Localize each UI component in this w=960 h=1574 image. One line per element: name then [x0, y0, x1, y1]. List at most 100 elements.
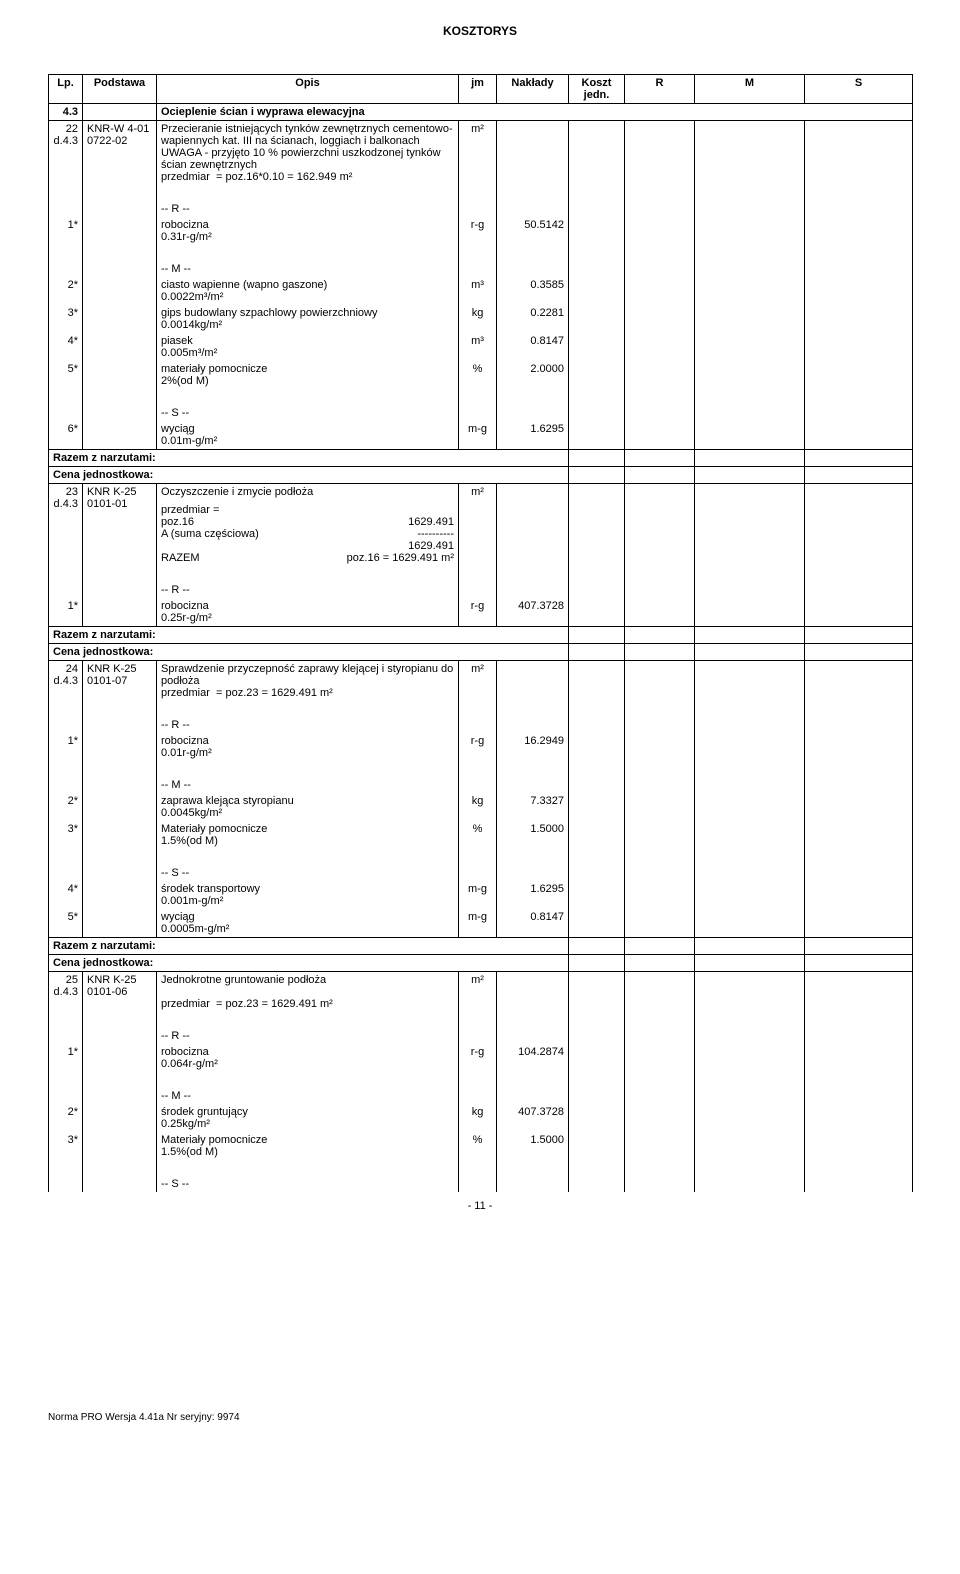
line-naklady: 104.2874 — [497, 1044, 569, 1072]
item-opis: Oczyszczenie i zmycie podłożaprzedmiar =… — [157, 484, 459, 567]
line-jm: % — [459, 361, 497, 389]
group-label-row: -- M -- — [49, 1088, 913, 1104]
page-number: - 11 - — [48, 1200, 912, 1212]
item-podstawa: KNR K-25 0101-07 — [83, 661, 157, 702]
group-label-row: -- R -- — [49, 1028, 913, 1044]
razem-row: Razem z narzutami: — [49, 450, 913, 467]
group-label-row: -- S -- — [49, 1176, 913, 1192]
group-label: -- S -- — [157, 1176, 459, 1192]
data-line-row: 2* ciasto wapienne (wapno gaszone)0.0022m… — [49, 277, 913, 305]
item-lp: 23d.4.3 — [49, 484, 83, 567]
item-lp: 25d.4.3 — [49, 972, 83, 1013]
line-opis: robocizna0.01r-g/m² — [157, 733, 459, 761]
data-line-row: 1*robocizna0.25r-g/m²r-g407.3728 — [49, 598, 913, 627]
item-lp: 22d.4.3 — [49, 121, 83, 186]
line-opis: piasek0.005m³/m² — [157, 333, 459, 361]
cena-label: Cena jednostkowa: — [49, 644, 569, 661]
group-label: -- R -- — [157, 201, 459, 217]
col-naklady: Nakłady — [497, 75, 569, 104]
line-naklady: 1.5000 — [497, 821, 569, 849]
cena-row: Cena jednostkowa: — [49, 644, 913, 661]
group-label-row: -- S -- — [49, 865, 913, 881]
table-header-row: Lp. Podstawa Opis jm Nakłady Koszt jedn.… — [49, 75, 913, 104]
blank-row — [49, 1012, 913, 1028]
line-lp: 5* — [49, 909, 83, 938]
line-lp: 4* — [49, 881, 83, 909]
blank-row — [49, 761, 913, 777]
blank-row — [49, 245, 913, 261]
line-opis: robocizna0.25r-g/m² — [157, 598, 459, 627]
line-lp: 2* — [49, 1104, 83, 1132]
line-jm: m-g — [459, 421, 497, 450]
line-opis: ciasto wapienne (wapno gaszone)0.0022m³/… — [157, 277, 459, 305]
blank-row — [49, 1160, 913, 1176]
line-lp: 1* — [49, 598, 83, 627]
razem-row: Razem z narzutami: — [49, 938, 913, 955]
line-naklady: 2.0000 — [497, 361, 569, 389]
line-opis: wyciąg0.01m-g/m² — [157, 421, 459, 450]
item-podstawa: KNR K-25 0101-01 — [83, 484, 157, 567]
line-jm: r-g — [459, 733, 497, 761]
section-title: Ocieplenie ścian i wyprawa elewacyjna — [157, 104, 913, 121]
line-naklady: 407.3728 — [497, 1104, 569, 1132]
line-lp: 2* — [49, 277, 83, 305]
blank-row — [49, 849, 913, 865]
line-jm: r-g — [459, 598, 497, 627]
line-lp: 3* — [49, 821, 83, 849]
group-label: -- S -- — [157, 405, 459, 421]
line-jm: m³ — [459, 277, 497, 305]
line-naklady: 7.3327 — [497, 793, 569, 821]
line-opis: robocizna0.31r-g/m² — [157, 217, 459, 245]
col-m: M — [695, 75, 805, 104]
item-opis: Sprawdzenie przyczepność zaprawy klejące… — [157, 661, 459, 702]
line-naklady: 50.5142 — [497, 217, 569, 245]
line-jm: r-g — [459, 1044, 497, 1072]
line-opis: środek transportowy0.001m-g/m² — [157, 881, 459, 909]
line-lp: 6* — [49, 421, 83, 450]
line-opis: robocizna0.064r-g/m² — [157, 1044, 459, 1072]
line-lp: 3* — [49, 1132, 83, 1160]
line-jm: m-g — [459, 909, 497, 938]
line-jm: r-g — [459, 217, 497, 245]
section-row: 4.3Ocieplenie ścian i wyprawa elewacyjna — [49, 104, 913, 121]
item-opis: Jednokrotne gruntowanie podłożaprzedmiar… — [157, 972, 459, 1013]
table-body: 4.3Ocieplenie ścian i wyprawa elewacyjna… — [49, 104, 913, 1193]
data-line-row: 5*materiały pomocnicze2%(od M)%2.0000 — [49, 361, 913, 389]
razem-label: Razem z narzutami: — [49, 450, 569, 467]
line-naklady: 0.2281 — [497, 305, 569, 333]
data-line-row: 6* wyciąg0.01m-g/m²m-g1.6295 — [49, 421, 913, 450]
data-line-row: 2*zaprawa klejąca styropianu0.0045kg/m²k… — [49, 793, 913, 821]
cena-label: Cena jednostkowa: — [49, 955, 569, 972]
line-opis: środek gruntujący0.25kg/m² — [157, 1104, 459, 1132]
item-jm: m² — [459, 484, 497, 567]
col-s: S — [805, 75, 913, 104]
blank-row — [49, 1072, 913, 1088]
col-jm: jm — [459, 75, 497, 104]
col-opis: Opis — [157, 75, 459, 104]
razem-row: Razem z narzutami: — [49, 627, 913, 644]
line-opis: Materiały pomocnicze1.5%(od M) — [157, 821, 459, 849]
col-podstawa: Podstawa — [83, 75, 157, 104]
line-lp: 1* — [49, 733, 83, 761]
item-jm: m² — [459, 972, 497, 1013]
item-podstawa: KNR-W 4-01 0722-02 — [83, 121, 157, 186]
blank-row — [49, 389, 913, 405]
data-line-row: 2* środek gruntujący0.25kg/m²kg407.3728 — [49, 1104, 913, 1132]
line-naklady: 1.6295 — [497, 421, 569, 450]
data-line-row: 4*piasek0.005m³/m²m³0.8147 — [49, 333, 913, 361]
group-label: -- R -- — [157, 717, 459, 733]
data-line-row: 1* robocizna0.064r-g/m²r-g104.2874 — [49, 1044, 913, 1072]
data-line-row: 1* robocizna0.31r-g/m²r-g50.5142 — [49, 217, 913, 245]
line-lp: 1* — [49, 1044, 83, 1072]
line-naklady: 1.6295 — [497, 881, 569, 909]
item-podstawa: KNR K-25 0101-06 — [83, 972, 157, 1013]
blank-row — [49, 701, 913, 717]
blank-row — [49, 566, 913, 582]
item-head-row: 24d.4.3KNR K-25 0101-07Sprawdzenie przyc… — [49, 661, 913, 702]
razem-label: Razem z narzutami: — [49, 938, 569, 955]
line-jm: kg — [459, 1104, 497, 1132]
cena-row: Cena jednostkowa: — [49, 955, 913, 972]
line-lp: 1* — [49, 217, 83, 245]
line-jm: % — [459, 821, 497, 849]
group-label: -- M -- — [157, 1088, 459, 1104]
